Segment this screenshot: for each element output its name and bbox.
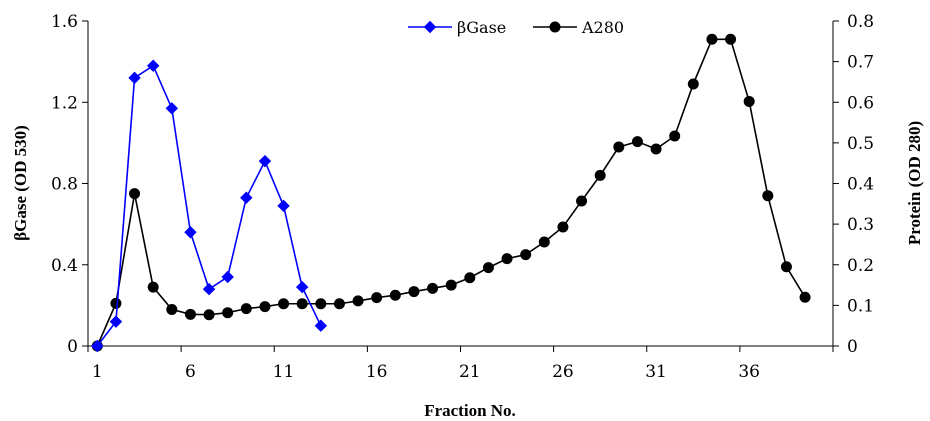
data-point: [147, 281, 159, 293]
data-point: [594, 169, 606, 181]
data-point: [650, 143, 662, 155]
y-right-tick-label: 0.4: [847, 175, 874, 195]
data-point: [296, 298, 308, 310]
y-right-tick-label: 0.3: [847, 215, 874, 235]
y-left-tick-label: 0.8: [51, 175, 78, 195]
data-point: [725, 33, 737, 45]
y-left-tick-label: 0.4: [51, 256, 78, 276]
legend-label: A280: [581, 18, 624, 37]
y-axis-right-title: Protein (OD 280): [905, 121, 924, 245]
y-right-tick-label: 0.2: [847, 256, 874, 276]
data-point: [669, 130, 681, 142]
data-point: [371, 292, 383, 304]
y-right-tick-label: 0.5: [847, 134, 874, 154]
data-point: [389, 289, 401, 301]
data-point: [91, 339, 104, 353]
data-point: [408, 286, 420, 298]
series-bgase: [91, 59, 328, 353]
data-point: [295, 280, 309, 294]
data-point: [780, 261, 792, 273]
data-point: [184, 226, 197, 239]
y-right-tick-label: 0.6: [847, 93, 874, 113]
data-point: [146, 59, 160, 72]
data-point: [613, 141, 625, 153]
data-point: [277, 199, 290, 213]
legend: βGase A280: [408, 18, 624, 37]
data-point: [129, 188, 141, 200]
data-point: [576, 195, 588, 207]
data-point: [762, 190, 774, 202]
data-point: [203, 309, 215, 321]
data-point: [706, 33, 718, 45]
axes: [87, 21, 834, 347]
data-point: [538, 236, 550, 248]
data-point: [520, 249, 532, 261]
data-point: [314, 319, 328, 332]
x-tick-label: 6: [185, 362, 196, 382]
y-right-tick-label: 0.1: [847, 296, 874, 316]
legend-item: βGase: [408, 18, 506, 37]
data-point: [464, 272, 476, 284]
data-point: [501, 253, 513, 265]
y-axis-left-title: βGase (OD 530): [11, 125, 30, 241]
x-tick-label: 26: [552, 362, 574, 382]
y-right-tick-label: 0: [847, 337, 858, 357]
data-point: [687, 78, 699, 90]
x-tick-label: 16: [366, 362, 388, 382]
series-line: [96, 38, 806, 347]
x-tick-label: 31: [645, 362, 667, 382]
data-point: [259, 301, 271, 313]
data-point: [445, 279, 457, 291]
tick-marks: [82, 20, 839, 352]
legend-label: βGase: [457, 18, 506, 37]
data-point: [128, 71, 141, 85]
data-point: [743, 95, 755, 107]
x-tick-label: 36: [738, 362, 760, 382]
y-right-tick-label: 0.8: [847, 12, 874, 32]
data-point: [799, 291, 811, 303]
data-point: [202, 282, 216, 296]
legend-marker: [423, 20, 437, 34]
data-point: [482, 262, 494, 274]
data-point: [110, 297, 122, 309]
data-point: [258, 154, 272, 168]
data-point: [166, 303, 178, 315]
data-point: [222, 307, 234, 319]
x-tick-label: 11: [273, 362, 295, 382]
tick-labels: 1 6 11 16 21 26 31 3600.40.81.21.600.10.20.30.4…: [51, 12, 874, 382]
legend-marker: [549, 21, 561, 33]
x-tick-label: 1: [92, 362, 103, 382]
legend-item: A280: [533, 18, 624, 37]
data-point: [165, 102, 179, 115]
y-left-tick-label: 0: [67, 337, 78, 357]
data-point: [221, 270, 234, 284]
data-point: [184, 308, 196, 320]
data-point: [427, 282, 439, 294]
y-left-tick-label: 1.2: [51, 93, 78, 113]
data-point: [333, 298, 345, 310]
x-tick-label: 21: [459, 362, 481, 382]
x-axis-title: Fraction No.: [424, 401, 516, 420]
series-a280: [91, 33, 811, 352]
data-point: [352, 295, 364, 307]
data-point: [631, 136, 643, 148]
data-point: [278, 298, 290, 310]
y-left-tick-label: 1.6: [51, 12, 78, 32]
data-point: [557, 221, 569, 233]
data-point: [315, 298, 327, 310]
y-right-tick-label: 0.7: [847, 53, 874, 73]
data-point: [240, 303, 252, 315]
data-point: [240, 191, 253, 204]
series-group: [91, 33, 811, 353]
data-point: [109, 315, 123, 328]
